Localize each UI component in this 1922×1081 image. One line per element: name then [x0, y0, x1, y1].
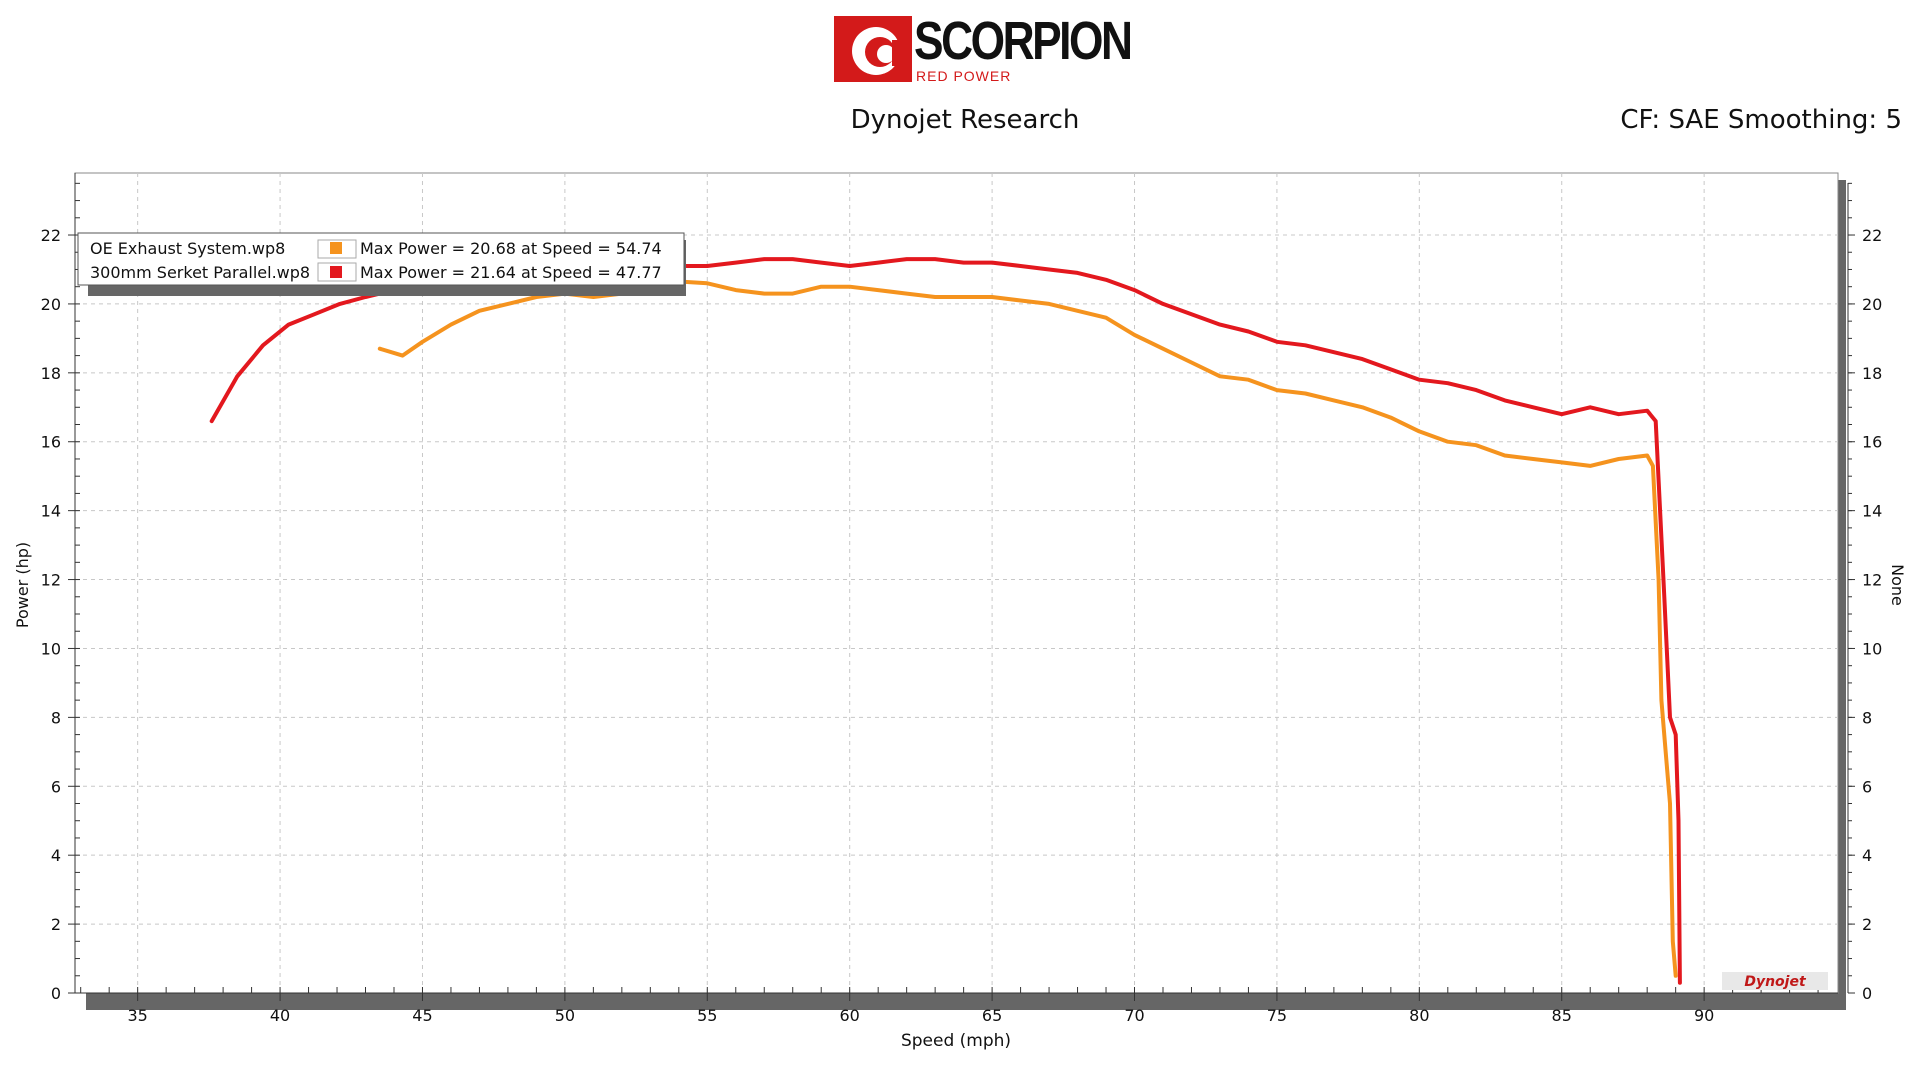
- y2-tick-label: 0: [1862, 984, 1872, 1003]
- legend-entry: OE Exhaust System.wp8 Max Power = 20.68 …: [90, 239, 662, 259]
- axes: 35 40 45 50 55 60 65 70 75 80 85 900 02 24 46 68 810 1012…: [41, 173, 1882, 1025]
- y-tick-label: 4: [51, 846, 61, 865]
- x-tick-label: 45: [412, 1006, 432, 1025]
- y-tick-label: 16: [41, 433, 61, 452]
- plot-area: [74, 172, 1839, 994]
- dynojet-logo-bg: [1722, 972, 1828, 990]
- y-axis-title: Power (hp): [13, 542, 32, 628]
- y2-axis-title: None: [1888, 564, 1907, 606]
- y-tick-label: 12: [41, 571, 61, 590]
- x-tick-label: 70: [1124, 1006, 1144, 1025]
- y2-tick-label: 8: [1862, 708, 1872, 727]
- scorpion-logo: SCORPION RED POWER: [834, 11, 1133, 84]
- grid-lines: [75, 173, 1838, 994]
- legend-entry: 300mm Serket Parallel.wp8 Max Power = 21…: [90, 262, 662, 282]
- legend-series-name: OE Exhaust System.wp8: [90, 239, 285, 258]
- y2-tick-label: 22: [1862, 226, 1882, 245]
- x-tick-label: 35: [127, 1006, 147, 1025]
- chart-header-title: Dynojet Research: [850, 105, 1080, 135]
- x-tick-label: 90: [1694, 1006, 1714, 1025]
- x-tick-label: 75: [1267, 1006, 1287, 1025]
- y-tick-label: 0: [51, 984, 61, 1003]
- y-tick-label: 8: [51, 708, 61, 727]
- y2-tick-label: 6: [1862, 777, 1872, 796]
- legend-series-value: Max Power = 21.64 at Speed = 47.77: [360, 263, 662, 282]
- x-tick-label: 40: [270, 1006, 290, 1025]
- y2-tick-label: 18: [1862, 364, 1882, 383]
- dynojet-logo-text: Dynojet: [1744, 974, 1807, 990]
- x-tick-label: 85: [1552, 1006, 1572, 1025]
- chart-header-settings: CF: SAE Smoothing: 5: [1620, 105, 1902, 135]
- y-tick-label: 20: [41, 295, 61, 314]
- x-tick-label: 65: [982, 1006, 1002, 1025]
- y2-tick-label: 4: [1862, 846, 1872, 865]
- dynojet-logo: Dynojet: [1722, 972, 1828, 990]
- y2-tick-label: 14: [1862, 502, 1882, 521]
- legend-swatch: [330, 266, 342, 278]
- y-tick-label: 6: [51, 777, 61, 796]
- y-tick-label: 22: [41, 226, 61, 245]
- legend: OE Exhaust System.wp8 Max Power = 20.68 …: [77, 232, 686, 296]
- y2-tick-label: 10: [1862, 639, 1882, 658]
- y2-tick-label: 12: [1862, 571, 1882, 590]
- y-tick-label: 14: [41, 502, 61, 521]
- x-tick-label: 80: [1409, 1006, 1429, 1025]
- y-tick-label: 10: [41, 639, 61, 658]
- x-tick-label: 50: [555, 1006, 575, 1025]
- x-axis-title: Speed (mph): [901, 1031, 1011, 1051]
- y2-tick-label: 16: [1862, 433, 1882, 452]
- scorpion-logo-mark-icon: [834, 16, 912, 82]
- x-tick-label: 55: [697, 1006, 717, 1025]
- legend-box: [77, 232, 685, 286]
- logo-wordmark: SCORPION: [914, 11, 1133, 71]
- logo-tagline: RED POWER: [916, 68, 1012, 84]
- legend-series-value: Max Power = 20.68 at Speed = 54.74: [360, 239, 662, 258]
- y-tick-label: 18: [41, 364, 61, 383]
- y2-tick-label: 2: [1862, 915, 1872, 934]
- legend-swatch: [330, 242, 342, 254]
- y2-tick-label: 20: [1862, 295, 1882, 314]
- legend-series-name: 300mm Serket Parallel.wp8: [90, 263, 310, 282]
- x-tick-label: 60: [840, 1006, 860, 1025]
- y-tick-label: 2: [51, 915, 61, 934]
